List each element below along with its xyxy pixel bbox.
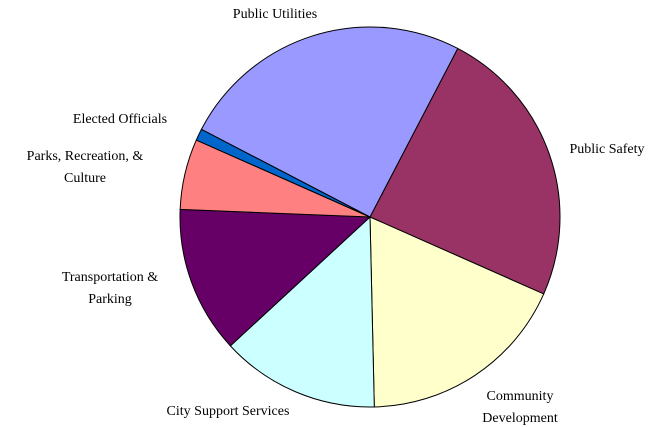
pie-slice xyxy=(179,208,372,347)
slice-label: Public Utilities xyxy=(232,7,318,22)
pie-slice xyxy=(369,47,561,295)
slice-label: Parks, Recreation, & Culture xyxy=(26,149,144,186)
pie-slice xyxy=(369,216,545,408)
slice-label: Transportation & Parking xyxy=(61,270,159,307)
slice-label: Elected Officials xyxy=(72,112,168,127)
pie-slice xyxy=(200,26,459,218)
slice-label: Community Development xyxy=(482,389,558,426)
pie-slice xyxy=(229,215,375,408)
slice-label: City Support Services xyxy=(166,404,290,419)
slice-label: Public Safety xyxy=(569,142,645,157)
